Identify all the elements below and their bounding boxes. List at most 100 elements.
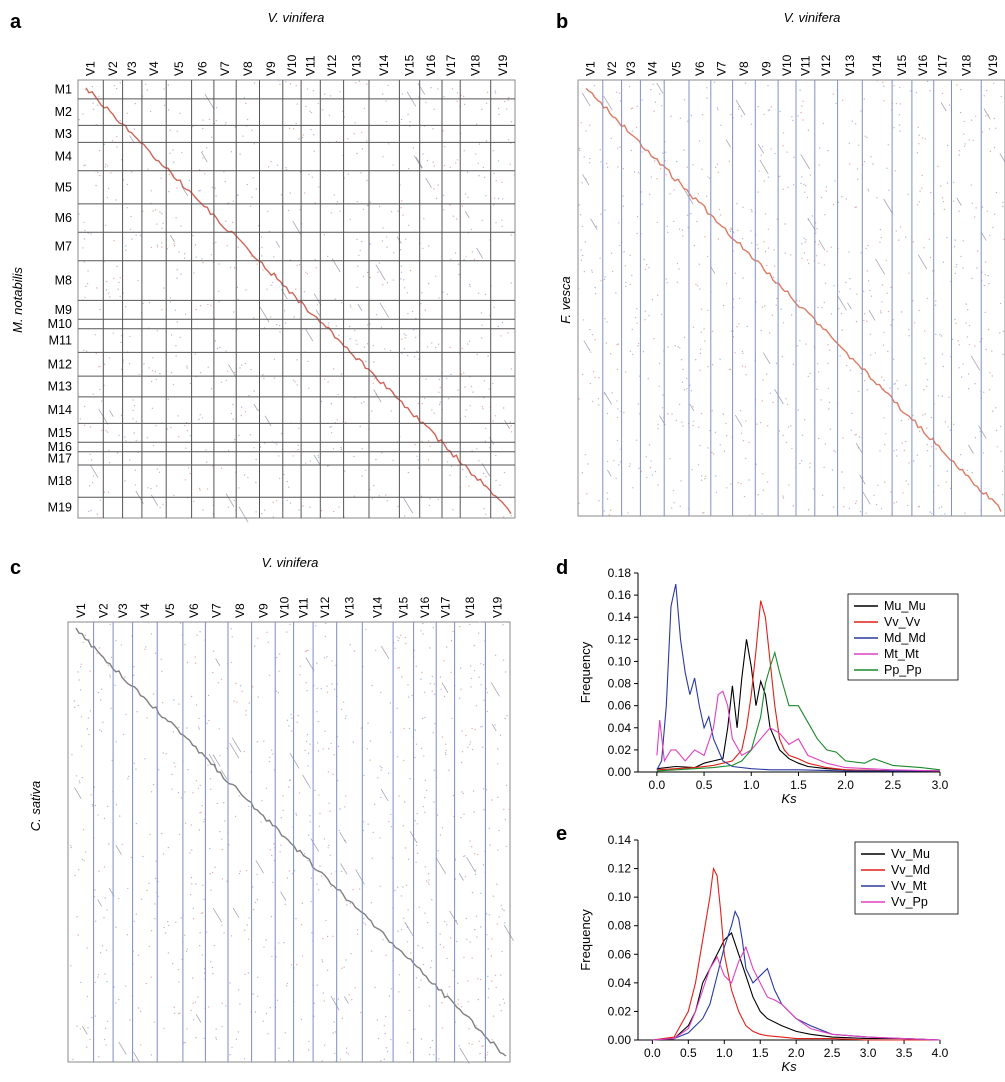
noise-dot: [88, 733, 90, 736]
noise-dot: [421, 747, 423, 750]
noise-dot: [654, 101, 657, 103]
noise-dot: [463, 150, 465, 152]
noise-dot: [589, 328, 591, 331]
noise-dot: [356, 238, 358, 241]
noise-dot: [944, 421, 947, 423]
noise-dot: [431, 1039, 434, 1042]
x-chromosome-label: V18: [959, 54, 973, 76]
synteny-segment: [603, 391, 613, 405]
noise-dot: [485, 140, 488, 142]
noise-dot: [206, 461, 208, 463]
noise-dot: [942, 200, 945, 203]
noise-dot: [431, 690, 433, 692]
noise-dot: [380, 796, 382, 799]
noise-dot: [292, 455, 294, 457]
noise-dot: [804, 185, 807, 187]
noise-dot: [587, 463, 589, 465]
noise-dot: [384, 348, 386, 350]
noise-dot: [500, 904, 502, 907]
noise-dot: [283, 473, 285, 476]
noise-dot: [392, 164, 394, 166]
noise-dot: [958, 150, 960, 152]
noise-dot: [478, 676, 480, 678]
noise-dot: [504, 671, 507, 673]
noise-dot: [421, 947, 424, 949]
noise-dot: [424, 691, 426, 693]
noise-dot: [320, 509, 323, 512]
noise-dot: [883, 85, 885, 87]
noise-dot: [397, 667, 399, 669]
noise-dot: [717, 109, 719, 111]
noise-dot: [896, 455, 898, 457]
noise-dot: [405, 334, 407, 337]
noise-dot: [293, 316, 295, 318]
noise-dot: [324, 93, 326, 95]
noise-dot: [126, 207, 128, 209]
noise-dot: [803, 252, 806, 254]
noise-dot: [792, 363, 795, 365]
noise-dot: [738, 106, 740, 108]
noise-dot: [242, 135, 244, 137]
noise-dot: [457, 982, 459, 984]
noise-dot: [889, 387, 891, 389]
noise-dot: [481, 337, 483, 339]
noise-dot: [284, 310, 286, 312]
noise-dot: [320, 400, 323, 403]
noise-dot: [305, 681, 307, 684]
noise-dot: [763, 180, 765, 182]
noise-dot: [364, 923, 367, 925]
noise-dot: [170, 426, 172, 429]
noise-dot: [298, 263, 301, 266]
noise-dot: [704, 475, 707, 477]
noise-dot: [985, 115, 987, 117]
noise-dot: [203, 1037, 205, 1040]
noise-dot: [833, 285, 835, 287]
noise-dot: [666, 282, 668, 284]
noise-dot: [239, 153, 241, 155]
noise-dot: [729, 368, 732, 370]
noise-dot: [160, 177, 162, 179]
noise-dot: [140, 1010, 142, 1012]
noise-dot: [110, 656, 113, 659]
noise-dot: [714, 431, 717, 433]
noise-dot: [807, 129, 810, 131]
noise-dot: [72, 1058, 74, 1061]
noise-dot: [250, 368, 252, 371]
noise-dot: [122, 179, 125, 181]
noise-dot: [143, 363, 145, 365]
noise-dot: [792, 119, 794, 122]
noise-dot: [968, 343, 971, 346]
noise-dot: [326, 691, 329, 693]
noise-dot: [447, 397, 450, 400]
noise-dot: [773, 265, 776, 267]
noise-dot: [452, 630, 454, 633]
noise-dot: [960, 376, 963, 378]
noise-dot: [92, 102, 94, 104]
noise-dot: [681, 229, 684, 231]
y-chromosome-label: M8: [55, 274, 72, 288]
noise-dot: [864, 379, 866, 382]
noise-dot: [905, 480, 907, 482]
noise-dot: [485, 427, 487, 430]
noise-dot: [255, 481, 257, 484]
noise-dot: [113, 986, 115, 988]
noise-dot: [264, 442, 266, 444]
noise-dot: [146, 89, 148, 91]
noise-dot: [189, 852, 191, 854]
noise-dot: [929, 90, 931, 92]
noise-dot: [427, 282, 430, 285]
synteny-segment: [310, 838, 320, 852]
noise-dot: [255, 458, 257, 461]
noise-dot: [617, 166, 619, 168]
noise-dot: [281, 432, 283, 435]
noise-dot: [317, 102, 319, 105]
synteny-segment: [109, 410, 114, 417]
noise-dot: [606, 498, 609, 500]
noise-dot: [870, 354, 872, 356]
synteny-segment: [379, 302, 390, 318]
noise-dot: [659, 93, 661, 95]
noise-dot: [84, 89, 87, 91]
noise-dot: [161, 246, 163, 248]
noise-dot: [736, 203, 738, 205]
noise-dot: [280, 194, 283, 196]
